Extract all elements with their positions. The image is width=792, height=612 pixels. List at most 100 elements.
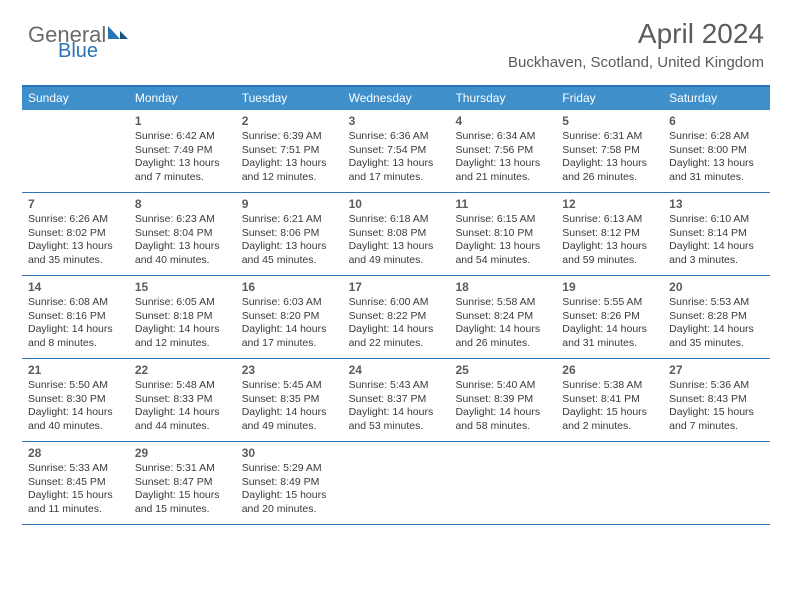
sunset-text: Sunset: 8:16 PM — [28, 310, 123, 324]
daylight-text: and 21 minutes. — [455, 171, 550, 185]
sunrise-text: Sunrise: 6:34 AM — [455, 130, 550, 144]
daylight-text: and 31 minutes. — [669, 171, 764, 185]
logo: General Blue — [28, 22, 128, 48]
sunset-text: Sunset: 7:56 PM — [455, 144, 550, 158]
sunrise-text: Sunrise: 5:55 AM — [562, 296, 657, 310]
sunset-text: Sunset: 7:54 PM — [349, 144, 444, 158]
sunset-text: Sunset: 8:18 PM — [135, 310, 230, 324]
daylight-text: Daylight: 15 hours — [562, 406, 657, 420]
sunrise-text: Sunrise: 6:21 AM — [242, 213, 337, 227]
calendar-day-cell: 5Sunrise: 6:31 AMSunset: 7:58 PMDaylight… — [556, 110, 663, 192]
sunset-text: Sunset: 8:00 PM — [669, 144, 764, 158]
daylight-text: and 15 minutes. — [135, 503, 230, 517]
calendar-day-cell: 3Sunrise: 6:36 AMSunset: 7:54 PMDaylight… — [343, 110, 450, 192]
daylight-text: Daylight: 14 hours — [455, 406, 550, 420]
daylight-text: and 49 minutes. — [242, 420, 337, 434]
day-number: 18 — [455, 280, 550, 294]
title-block: April 2024 Buckhaven, Scotland, United K… — [508, 18, 764, 71]
sunset-text: Sunset: 7:58 PM — [562, 144, 657, 158]
daylight-text: and 3 minutes. — [669, 254, 764, 268]
daylight-text: Daylight: 14 hours — [135, 323, 230, 337]
daylight-text: and 26 minutes. — [455, 337, 550, 351]
calendar-day-cell: 17Sunrise: 6:00 AMSunset: 8:22 PMDayligh… — [343, 276, 450, 358]
sunrise-text: Sunrise: 6:36 AM — [349, 130, 444, 144]
calendar-day-cell: 26 Sunrise: 5:38 AMSunset: 8:41 PMDayligh… — [556, 359, 663, 441]
day-number: 10 — [349, 197, 444, 211]
sunrise-text: Sunrise: 6:42 AM — [135, 130, 230, 144]
daylight-text: and 7 minutes. — [669, 420, 764, 434]
day-number: 30 — [242, 446, 337, 460]
daylight-text: Daylight: 14 hours — [669, 323, 764, 337]
calendar-day-cell: 25Sunrise: 5:40 AMSunset: 8:39 PMDayligh… — [449, 359, 556, 441]
sunset-text: Sunset: 8:26 PM — [562, 310, 657, 324]
sunrise-text: Sunrise: 5:33 AM — [28, 462, 123, 476]
day-number: 14 — [28, 280, 123, 294]
sunset-text: Sunset: 8:02 PM — [28, 227, 123, 241]
daylight-text: Daylight: 14 hours — [28, 406, 123, 420]
day-number: 2 — [242, 114, 337, 128]
daylight-text: Daylight: 15 hours — [135, 489, 230, 503]
sunrise-text: Sunrise: 6:26 AM — [28, 213, 123, 227]
dow-tuesday: Tuesday — [236, 87, 343, 110]
calendar-week-row: 7Sunrise: 6:26 AMSunset: 8:02 PMDaylight… — [22, 193, 770, 276]
daylight-text: and 35 minutes. — [669, 337, 764, 351]
calendar-day-cell: 9Sunrise: 6:21 AMSunset: 8:06 PMDaylight… — [236, 193, 343, 275]
daylight-text: and 17 minutes. — [242, 337, 337, 351]
calendar-day-cell: 13Sunrise: 6:10 AMSunset: 8:14 PMDayligh… — [663, 193, 770, 275]
calendar-day-cell: 1Sunrise: 6:42 AMSunset: 7:49 PMDaylight… — [129, 110, 236, 192]
day-number: 27 — [669, 363, 764, 377]
day-number: 21 — [28, 363, 123, 377]
sunrise-text: Sunrise: 5:31 AM — [135, 462, 230, 476]
calendar-day-cell: 27Sunrise: 5:36 AMSunset: 8:43 PMDayligh… — [663, 359, 770, 441]
day-number: 19 — [562, 280, 657, 294]
sunset-text: Sunset: 8:47 PM — [135, 476, 230, 490]
day-number: 1 — [135, 114, 230, 128]
daylight-text: and 2 minutes. — [562, 420, 657, 434]
sunset-text: Sunset: 8:28 PM — [669, 310, 764, 324]
sunset-text: Sunset: 8:10 PM — [455, 227, 550, 241]
dow-header-row: Sunday Monday Tuesday Wednesday Thursday… — [22, 87, 770, 110]
day-number: 13 — [669, 197, 764, 211]
sunset-text: Sunset: 8:20 PM — [242, 310, 337, 324]
daylight-text: and 49 minutes. — [349, 254, 444, 268]
sunset-text: Sunset: 8:04 PM — [135, 227, 230, 241]
sunset-text: Sunset: 8:49 PM — [242, 476, 337, 490]
daylight-text: Daylight: 13 hours — [242, 240, 337, 254]
daylight-text: and 40 minutes. — [28, 420, 123, 434]
day-number: 29 — [135, 446, 230, 460]
day-number: 6 — [669, 114, 764, 128]
day-number: 3 — [349, 114, 444, 128]
calendar-day-cell: 12Sunrise: 6:13 AMSunset: 8:12 PMDayligh… — [556, 193, 663, 275]
sunrise-text: Sunrise: 6:18 AM — [349, 213, 444, 227]
calendar-day-cell: 15Sunrise: 6:05 AMSunset: 8:18 PMDayligh… — [129, 276, 236, 358]
daylight-text: Daylight: 14 hours — [562, 323, 657, 337]
day-number: 26 — [562, 363, 657, 377]
daylight-text: and 20 minutes. — [242, 503, 337, 517]
sunrise-text: Sunrise: 5:38 AM — [562, 379, 657, 393]
sunrise-text: Sunrise: 6:13 AM — [562, 213, 657, 227]
logo-triangle-icon — [108, 23, 128, 44]
dow-saturday: Saturday — [663, 87, 770, 110]
dow-wednesday: Wednesday — [343, 87, 450, 110]
calendar-day-cell: 6Sunrise: 6:28 AMSunset: 8:00 PMDaylight… — [663, 110, 770, 192]
day-number: 23 — [242, 363, 337, 377]
calendar-grid: Sunday Monday Tuesday Wednesday Thursday… — [22, 85, 770, 525]
sunset-text: Sunset: 8:08 PM — [349, 227, 444, 241]
daylight-text: Daylight: 14 hours — [28, 323, 123, 337]
daylight-text: Daylight: 14 hours — [242, 406, 337, 420]
sunset-text: Sunset: 7:51 PM — [242, 144, 337, 158]
calendar-day-cell: 18Sunrise: 5:58 AMSunset: 8:24 PMDayligh… — [449, 276, 556, 358]
calendar-day-cell — [663, 442, 770, 524]
calendar-day-cell: 23Sunrise: 5:45 AMSunset: 8:35 PMDayligh… — [236, 359, 343, 441]
calendar-week-row: 28Sunrise: 5:33 AMSunset: 8:45 PMDayligh… — [22, 442, 770, 525]
sunset-text: Sunset: 8:39 PM — [455, 393, 550, 407]
day-number: 22 — [135, 363, 230, 377]
sunrise-text: Sunrise: 6:31 AM — [562, 130, 657, 144]
sunset-text: Sunset: 8:41 PM — [562, 393, 657, 407]
calendar-day-cell: 24Sunrise: 5:43 AMSunset: 8:37 PMDayligh… — [343, 359, 450, 441]
calendar-day-cell: 19 Sunrise: 5:55 AMSunset: 8:26 PMDayligh… — [556, 276, 663, 358]
calendar-week-row: 1Sunrise: 6:42 AMSunset: 7:49 PMDaylight… — [22, 110, 770, 193]
sunrise-text: Sunrise: 5:50 AM — [28, 379, 123, 393]
calendar-week-row: 21Sunrise: 5:50 AMSunset: 8:30 PMDayligh… — [22, 359, 770, 442]
daylight-text: and 44 minutes. — [135, 420, 230, 434]
